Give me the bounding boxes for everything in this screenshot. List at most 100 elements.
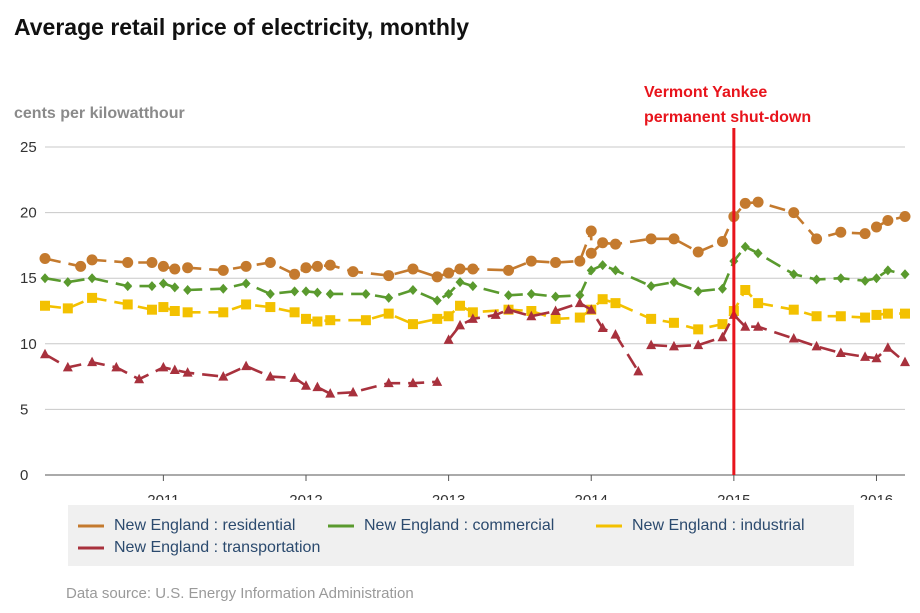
data-point <box>668 340 679 351</box>
data-point <box>811 233 823 245</box>
data-point <box>122 299 133 310</box>
data-point <box>812 274 822 285</box>
data-point <box>383 308 394 319</box>
data-point <box>633 365 644 376</box>
data-point <box>899 211 911 223</box>
data-point <box>646 339 657 350</box>
data-point <box>87 356 98 367</box>
data-point <box>407 263 419 275</box>
x-tick-label: 2016 <box>860 492 893 500</box>
data-point <box>504 290 514 301</box>
data-point <box>550 305 561 315</box>
data-point <box>444 288 454 299</box>
data-point <box>835 226 847 238</box>
data-point <box>586 304 597 314</box>
legend-item-residential[interactable]: New England : residential <box>76 515 295 537</box>
data-point <box>753 321 764 331</box>
data-point <box>740 321 751 331</box>
data-point <box>740 241 750 252</box>
data-point <box>882 342 893 352</box>
data-point <box>454 263 466 275</box>
data-point <box>575 290 585 301</box>
data-point <box>669 277 679 288</box>
legend-item-commercial[interactable]: New England : commercial <box>326 515 554 537</box>
y-tick-label: 10 <box>20 336 37 353</box>
data-point <box>325 388 336 398</box>
annotation-line-2: permanent shut-down <box>644 109 812 126</box>
data-point <box>455 300 466 311</box>
data-point <box>348 386 359 397</box>
data-point <box>860 312 871 323</box>
data-point <box>883 265 893 276</box>
data-point <box>170 282 180 293</box>
data-point <box>610 265 620 276</box>
data-point <box>871 273 881 284</box>
data-point <box>646 281 656 292</box>
data-point <box>432 376 443 386</box>
data-point <box>789 269 799 280</box>
legend-item-industrial[interactable]: New England : industrial <box>594 515 805 537</box>
data-point <box>525 255 537 267</box>
data-point <box>788 207 800 219</box>
legend-swatch-residential <box>78 524 104 528</box>
data-point <box>717 319 728 330</box>
data-point <box>550 256 562 268</box>
data-point <box>62 303 73 314</box>
data-point <box>241 278 251 289</box>
data-point <box>75 260 87 272</box>
data-point <box>218 283 228 294</box>
data-point <box>455 277 465 288</box>
data-point <box>693 286 703 297</box>
data-point <box>183 285 193 296</box>
data-point <box>503 304 514 314</box>
data-point <box>645 233 657 245</box>
data-point <box>870 221 882 233</box>
data-point <box>717 331 728 342</box>
data-point <box>443 334 454 344</box>
data-point <box>432 313 443 324</box>
data-point <box>39 253 51 265</box>
y-tick-label: 25 <box>20 139 37 156</box>
data-point <box>468 281 478 292</box>
data-point <box>835 347 846 357</box>
data-point <box>325 288 335 299</box>
data-point <box>455 319 466 330</box>
data-point <box>586 265 596 276</box>
data-point <box>739 197 751 209</box>
x-tick-label: 2014 <box>575 492 608 500</box>
data-point <box>788 333 799 343</box>
data-point <box>467 307 478 318</box>
data-point <box>811 340 822 351</box>
data-point <box>312 381 323 392</box>
data-point <box>574 297 585 308</box>
data-point <box>301 286 311 297</box>
data-point <box>218 307 229 318</box>
legend-item-transportation[interactable]: New England : transportation <box>76 537 320 559</box>
data-point <box>111 361 122 372</box>
data-point <box>40 348 50 359</box>
data-point <box>361 288 371 299</box>
y-tick-label: 5 <box>20 401 28 418</box>
data-point <box>597 294 608 305</box>
data-point <box>753 298 764 309</box>
data-point <box>265 302 276 313</box>
data-point <box>408 285 418 296</box>
data-source-note: Data source: U.S. Energy Information Adm… <box>66 585 414 602</box>
data-point <box>87 273 97 284</box>
y-tick-label: 0 <box>20 467 28 484</box>
data-point <box>574 255 586 267</box>
data-point <box>811 311 822 322</box>
data-point <box>217 264 229 276</box>
data-point <box>716 235 728 247</box>
legend-swatch-industrial <box>596 524 622 528</box>
data-point <box>289 307 300 318</box>
data-point <box>383 377 394 388</box>
data-point <box>300 313 311 324</box>
data-point <box>526 310 537 321</box>
data-point <box>526 288 536 299</box>
data-point <box>597 237 609 249</box>
data-point <box>609 238 621 250</box>
shutdown-annotation: Vermont Yankee permanent shut-down <box>644 80 811 130</box>
data-point <box>443 311 454 322</box>
data-point <box>585 225 597 237</box>
